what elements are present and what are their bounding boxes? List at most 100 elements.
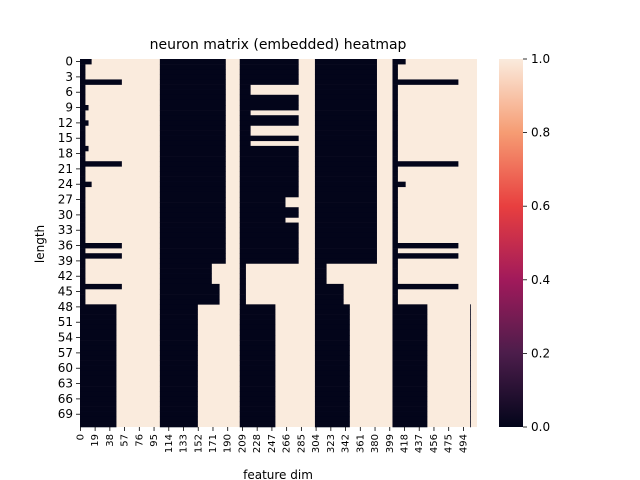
heatmap-cell-block — [314, 222, 377, 228]
heatmap-cell-block — [159, 329, 198, 336]
heatmap-cell-block — [470, 386, 471, 392]
heatmap-cell-block — [159, 396, 198, 402]
heatmap-cell-block — [470, 355, 471, 361]
x-tick-label: 171 — [208, 434, 219, 453]
heatmap-cell-block — [239, 396, 276, 402]
heatmap-cell-block — [239, 421, 276, 428]
heatmap-cell-block — [314, 370, 350, 377]
heatmap-cell-block — [392, 69, 398, 75]
heatmap-cell-block — [80, 243, 122, 249]
heatmap-cell-block — [314, 278, 327, 285]
heatmap-cell-block — [80, 253, 122, 259]
heatmap-cell-block — [80, 340, 117, 346]
heatmap-cell-block — [159, 145, 226, 152]
x-tick-label: 456 — [429, 434, 440, 453]
y-tick-label: 24 — [58, 177, 73, 191]
heatmap-cell-block — [159, 411, 198, 418]
heatmap-cell-block — [80, 202, 86, 208]
heatmap-cell-block — [392, 268, 398, 274]
heatmap-cells — [80, 59, 477, 428]
heatmap-cell-block — [470, 314, 471, 320]
heatmap-cell-block — [159, 140, 226, 147]
heatmap-cell-block — [159, 381, 198, 387]
y-tick-label: 51 — [58, 315, 73, 329]
heatmap-cell-block — [80, 176, 86, 182]
heatmap-cell-block — [159, 370, 198, 377]
heatmap-cell-block — [470, 360, 471, 366]
heatmap-cell-block — [80, 345, 117, 351]
heatmap-cell-block — [159, 268, 212, 274]
x-tick-label: 323 — [326, 434, 337, 453]
heatmap-cell-block — [159, 365, 198, 372]
heatmap-cell-block — [159, 324, 198, 331]
heatmap-cell-block — [80, 258, 86, 264]
heatmap-cell-block — [80, 396, 117, 402]
heatmap-cell-block — [314, 227, 377, 234]
heatmap-cell-block — [80, 416, 117, 423]
heatmap-cell-block — [314, 140, 377, 147]
heatmap-cell-block — [80, 166, 86, 172]
heatmap-cell-block — [470, 329, 471, 336]
heatmap-cell-block — [392, 391, 428, 397]
heatmap-cell-block — [314, 94, 377, 101]
heatmap-cell-block — [392, 304, 428, 310]
x-tick-label: 418 — [400, 434, 411, 453]
y-tick-label: 6 — [65, 85, 73, 99]
heatmap-cell-block — [159, 386, 198, 392]
heatmap-cell-block — [80, 355, 117, 361]
heatmap-cell-block — [392, 140, 398, 147]
heatmap-cell-block — [392, 227, 398, 234]
heatmap-cell-block — [392, 166, 398, 172]
heatmap-cell-block — [239, 319, 276, 326]
heatmap-cell-block — [239, 130, 251, 136]
heatmap-cell-block — [470, 391, 471, 397]
heatmap-cell-block — [159, 248, 226, 254]
heatmap-cell-block — [392, 401, 428, 407]
heatmap-cell-block — [159, 258, 226, 264]
heatmap-cell-block — [159, 340, 198, 346]
heatmap-cell-block — [470, 375, 471, 382]
heatmap-cell-block — [392, 340, 428, 346]
heatmap-cell-block — [392, 258, 398, 264]
heatmap-cell-block — [80, 64, 86, 70]
heatmap-cell-block — [314, 386, 350, 392]
heatmap-cell-block — [392, 319, 428, 326]
y-tick-label: 45 — [58, 285, 73, 299]
heatmap-cell-block — [159, 345, 198, 351]
heatmap-cell-block — [80, 370, 117, 377]
heatmap-cell-block — [80, 94, 86, 101]
x-tick-label: 133 — [179, 434, 190, 453]
heatmap-cell-block — [159, 335, 198, 341]
heatmap-cell-block — [239, 365, 276, 372]
heatmap-cell-block — [239, 207, 299, 213]
heatmap-cell-block — [314, 237, 377, 244]
heatmap-cell-block — [80, 375, 117, 382]
heatmap-cell-block — [239, 411, 276, 418]
x-tick-label: 76 — [134, 434, 145, 447]
heatmap-cell-block — [80, 120, 89, 126]
heatmap-cell-block — [80, 191, 86, 198]
heatmap-cell-block — [159, 115, 226, 121]
heatmap-cell-block — [80, 74, 86, 80]
heatmap-cell-block — [392, 156, 398, 162]
heatmap-cell-block — [159, 319, 198, 326]
heatmap-cell-block — [314, 99, 377, 106]
x-tick-label: 380 — [370, 434, 381, 453]
heatmap-cell-block — [80, 381, 117, 387]
heatmap-cell-block — [239, 79, 299, 85]
heatmap-cell-block — [239, 309, 276, 315]
heatmap-cell-block — [392, 89, 398, 96]
colorbar-tick-label: 0.0 — [531, 420, 550, 434]
heatmap-cell-block — [80, 391, 117, 397]
heatmap-cell-block — [314, 335, 350, 341]
x-tick-label: 38 — [105, 434, 116, 447]
heatmap-cell-block — [80, 335, 117, 341]
heatmap-cell-block — [159, 243, 226, 249]
heatmap-cell-block — [239, 151, 299, 157]
heatmap-cell-block — [239, 237, 299, 244]
heatmap-cell-block — [239, 191, 299, 198]
heatmap-cell-block — [80, 365, 117, 372]
heatmap-cell-block — [314, 268, 327, 274]
heatmap-cell-block — [159, 283, 220, 290]
heatmap-cell-block — [80, 273, 86, 280]
